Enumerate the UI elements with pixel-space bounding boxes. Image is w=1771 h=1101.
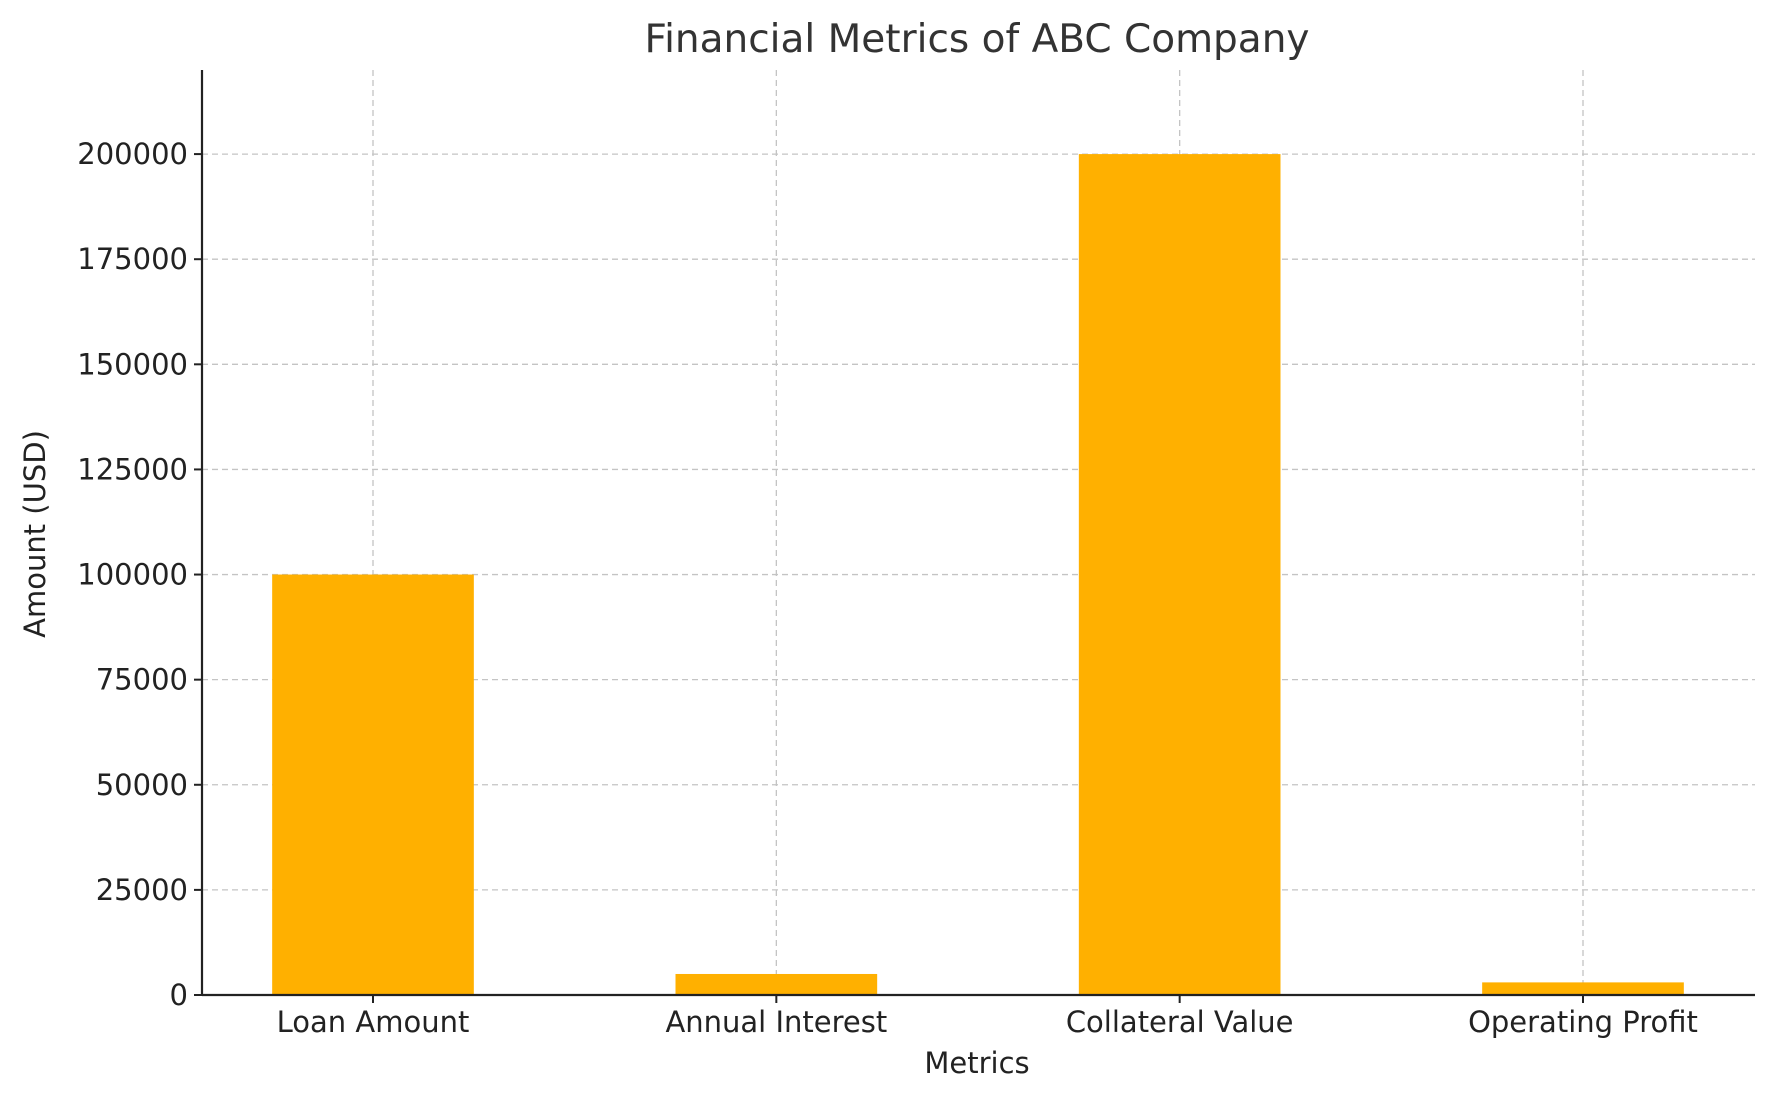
y-tick-label: 25000 [96,873,188,907]
bar-annual-interest [675,973,878,995]
x-tick-label: Collateral Value [1066,1005,1294,1039]
y-axis-label: Amount (USD) [18,430,52,638]
bars [272,154,1684,995]
x-tick-label: Loan Amount [277,1005,470,1039]
y-tick-label: 200000 [77,137,188,171]
x-tick-label: Annual Interest [665,1005,887,1039]
y-tick-label: 175000 [77,242,188,276]
x-axis-ticks: Loan Amount Annual Interest Collateral Val… [277,995,1698,1039]
y-tick-label: 50000 [96,768,188,802]
y-tick-label: 75000 [96,663,188,697]
y-tick-label: 125000 [77,452,188,486]
bar-operating-profit [1482,982,1684,995]
x-axis-label: Metrics [924,1046,1029,1080]
y-axis-ticks: 0 25000 50000 75000 100000 125000 150000 175000… [77,137,202,1012]
chart-title: Financial Metrics of ABC Company [644,17,1309,62]
bar-loan-amount [272,574,474,995]
y-tick-label: 100000 [77,558,188,592]
x-tick-label: Operating Profit [1468,1005,1698,1039]
y-tick-label: 150000 [77,347,188,381]
y-tick-label: 0 [170,978,188,1012]
bar-collateral-value [1078,154,1281,995]
